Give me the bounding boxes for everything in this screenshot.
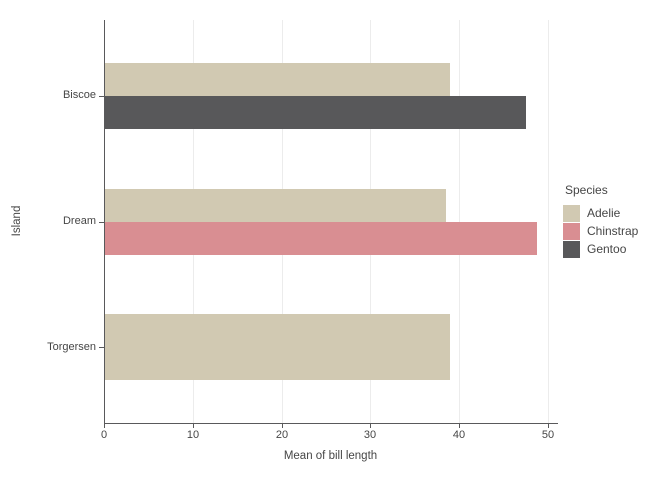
bar-dream-chinstrap bbox=[104, 222, 537, 255]
y-axis-line bbox=[104, 20, 105, 424]
y-tick-label: Torgersen bbox=[47, 341, 96, 353]
legend-title: Species bbox=[565, 183, 608, 197]
legend-item-label: Gentoo bbox=[587, 242, 627, 256]
bar-biscoe-gentoo bbox=[104, 96, 526, 129]
legend-item-label: Adelie bbox=[587, 206, 621, 220]
y-tick-mark bbox=[99, 222, 104, 223]
y-tick-mark bbox=[99, 96, 104, 97]
x-tick-mark bbox=[282, 424, 283, 428]
legend-item-adelie: Adelie bbox=[563, 204, 638, 222]
x-tick-label: 40 bbox=[452, 429, 466, 441]
gridline bbox=[459, 20, 460, 423]
x-tick-label: 20 bbox=[275, 429, 289, 441]
legend-swatch-chinstrap-icon bbox=[563, 222, 580, 240]
x-tick-label: 0 bbox=[100, 429, 108, 441]
x-axis-title: Mean of bill length bbox=[283, 450, 378, 462]
legend-item-gentoo: Gentoo bbox=[563, 240, 638, 258]
y-tick-mark bbox=[99, 347, 104, 348]
x-tick-mark bbox=[548, 424, 549, 428]
gridline bbox=[548, 20, 549, 423]
bar-biscoe-adelie bbox=[104, 63, 450, 96]
y-tick-label: Biscoe bbox=[62, 89, 96, 101]
y-axis-title: Island bbox=[11, 205, 23, 237]
plot-panel bbox=[104, 20, 557, 423]
x-axis-line bbox=[104, 423, 558, 424]
x-tick-label: 10 bbox=[186, 429, 200, 441]
x-tick-mark bbox=[193, 424, 194, 428]
bar-dream-adelie bbox=[104, 189, 446, 222]
x-tick-mark bbox=[104, 424, 105, 428]
y-tick-label: Dream bbox=[62, 215, 96, 227]
x-tick-mark bbox=[459, 424, 460, 428]
legend-swatch-adelie-icon bbox=[563, 204, 580, 222]
x-tick-label: 50 bbox=[541, 429, 555, 441]
x-tick-label: 30 bbox=[363, 429, 377, 441]
legend-item-label: Chinstrap bbox=[587, 224, 639, 238]
legend: Species Adelie Chinstrap Gentoo bbox=[563, 183, 638, 258]
bar-torgersen-adelie bbox=[104, 314, 450, 380]
x-tick-mark bbox=[370, 424, 371, 428]
legend-swatch-gentoo-icon bbox=[563, 240, 580, 258]
legend-items: Adelie Chinstrap Gentoo bbox=[563, 204, 638, 258]
legend-item-chinstrap: Chinstrap bbox=[563, 222, 638, 240]
